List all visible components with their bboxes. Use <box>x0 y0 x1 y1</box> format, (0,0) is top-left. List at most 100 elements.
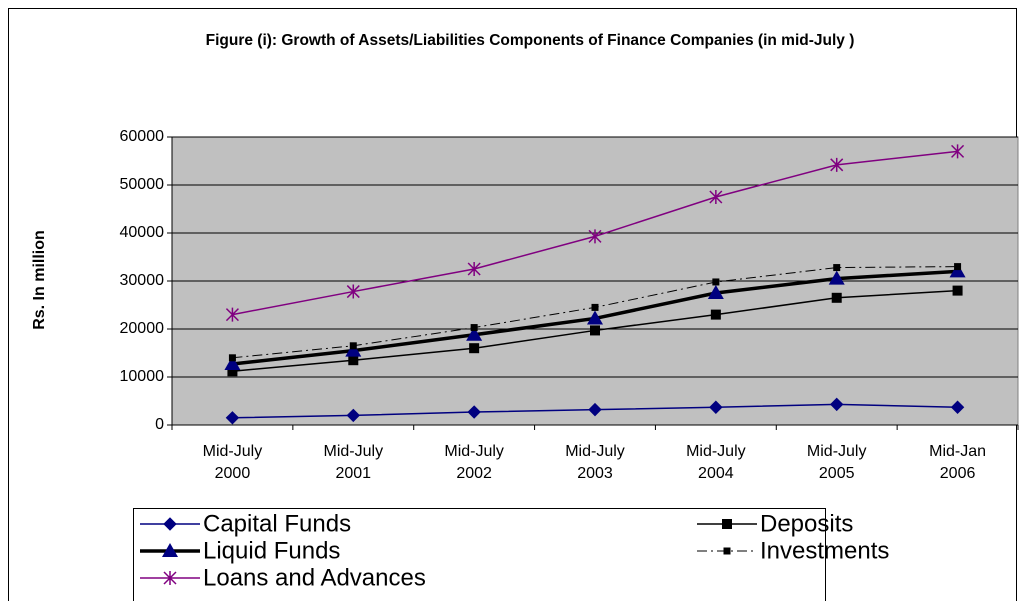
x-tick-label: Mid-July 2005 <box>806 443 867 482</box>
marker <box>828 270 845 285</box>
marker <box>227 366 238 377</box>
marker <box>346 284 360 299</box>
marker-part <box>830 157 844 172</box>
x-tick-label: Mid-July 2001 <box>323 443 384 482</box>
y-tick-label: 40000 <box>120 224 165 241</box>
marker-part <box>349 342 357 350</box>
marker <box>225 411 240 425</box>
marker-part <box>833 264 841 272</box>
marker-part <box>723 547 731 555</box>
marker <box>587 310 603 325</box>
marker <box>467 405 481 419</box>
y-tick-label: 10000 <box>120 368 165 385</box>
marker <box>348 355 359 366</box>
marker-part <box>470 324 478 332</box>
marker <box>467 262 481 276</box>
legend-label: Liquid Funds <box>203 537 340 564</box>
marker-part <box>707 285 724 299</box>
marker <box>949 263 966 278</box>
marker <box>163 571 177 585</box>
marker-part <box>712 278 720 286</box>
marker-part <box>224 356 241 371</box>
marker-part <box>710 309 721 320</box>
marker <box>709 400 723 414</box>
legend-label: Investments <box>760 537 889 564</box>
legend-label: Capital Funds <box>203 510 351 537</box>
x-tick-label: Mid-July 2004 <box>686 443 746 482</box>
marker-part <box>709 190 723 204</box>
marker-part <box>709 400 723 414</box>
marker-part <box>949 263 966 278</box>
marker-part <box>228 354 236 362</box>
x-tick-label: Mid-July 2002 <box>444 443 504 482</box>
marker-part <box>954 263 962 271</box>
marker-part <box>952 285 963 296</box>
marker-part <box>163 517 177 531</box>
marker <box>591 303 599 311</box>
legend-label: Deposits <box>760 510 853 537</box>
marker-part <box>466 326 483 341</box>
marker-part <box>225 307 239 322</box>
marker-part <box>162 543 178 557</box>
marker-part <box>591 303 599 311</box>
marker <box>722 519 732 529</box>
marker <box>345 342 362 357</box>
marker <box>709 190 723 204</box>
marker <box>588 402 602 417</box>
marker <box>225 307 239 322</box>
marker <box>831 292 842 303</box>
marker-part <box>588 402 602 417</box>
marker-part <box>345 342 362 357</box>
y-tick-label: 60000 <box>120 128 165 145</box>
marker <box>710 309 721 320</box>
marker <box>830 157 844 172</box>
marker <box>346 408 360 423</box>
x-tick-label: Mid-Jan 2006 <box>929 443 987 482</box>
marker-part <box>163 571 177 585</box>
x-tick-label: Mid-July 2003 <box>565 443 625 482</box>
marker-part <box>227 366 238 377</box>
marker-part <box>467 405 481 419</box>
marker <box>466 326 483 341</box>
marker <box>833 264 841 272</box>
marker <box>162 543 178 557</box>
marker-part <box>950 400 965 414</box>
marker <box>588 229 602 244</box>
x-tick-label: Mid-July 2000 <box>202 443 263 482</box>
marker <box>470 324 478 332</box>
y-tick-label: 30000 <box>120 272 165 289</box>
marker <box>951 144 965 159</box>
y-tick-label: 20000 <box>120 320 165 337</box>
marker-part <box>588 229 602 244</box>
marker <box>163 517 177 531</box>
marker-part <box>587 310 603 325</box>
marker-part <box>828 270 845 285</box>
marker-part <box>722 519 732 529</box>
marker-part <box>469 343 480 354</box>
chart-title: Figure (i): Growth of Assets/Liabilities… <box>205 32 855 49</box>
marker-part <box>225 411 240 425</box>
marker <box>830 397 844 412</box>
y-axis-label: Rs. In million <box>31 230 48 330</box>
marker <box>950 400 965 414</box>
marker <box>590 325 600 336</box>
marker <box>469 343 480 354</box>
y-tick-label: 0 <box>155 416 164 433</box>
marker <box>224 356 241 371</box>
marker-part <box>951 144 965 159</box>
marker-part <box>467 262 481 276</box>
marker <box>349 342 357 350</box>
marker-part <box>348 355 359 366</box>
marker <box>228 354 236 362</box>
marker <box>954 263 962 271</box>
marker-part <box>831 292 842 303</box>
marker <box>952 285 963 296</box>
marker <box>723 547 731 555</box>
marker-part <box>830 397 844 412</box>
legend-label: Loans and Advances <box>203 564 426 591</box>
y-tick-label: 50000 <box>120 176 165 193</box>
marker-part <box>590 325 600 336</box>
marker-part <box>346 284 360 299</box>
